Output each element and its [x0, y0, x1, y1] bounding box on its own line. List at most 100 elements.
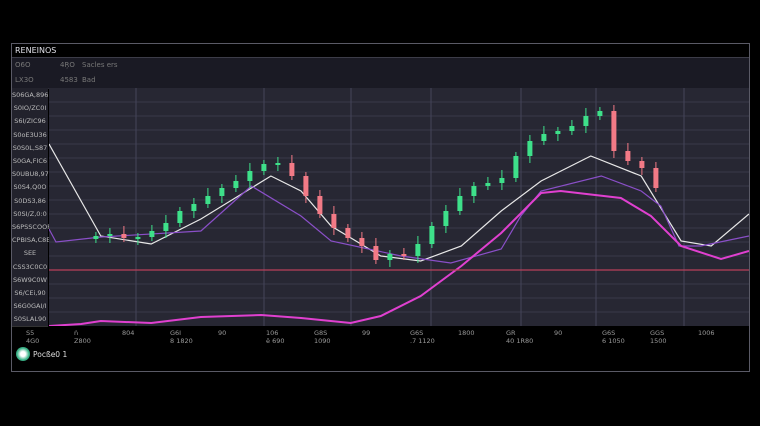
footer-user[interactable]: Pocße0 1 [16, 347, 67, 361]
x-tick-bottom: 6 1050 [602, 337, 625, 345]
x-axis: S5 4G0 ń Z800 804 G6I 8 1820 90 106 ë 690 G8S 1090 9… [12, 327, 749, 347]
candle-body [373, 246, 379, 260]
user-name: Pocße0 1 [33, 349, 68, 359]
x-tick-label: GGS 1500 [650, 329, 667, 345]
candle-body [541, 134, 547, 141]
x-tick-bottom: Z800 [74, 337, 91, 345]
candle-body [443, 211, 449, 226]
plot-area[interactable] [48, 88, 750, 327]
x-tick-bottom: 1800 [458, 329, 475, 337]
info-cell: 4583 [60, 76, 78, 84]
chart-svg [48, 88, 750, 327]
x-tick-bottom: 4G0 [26, 337, 40, 345]
x-tick-label: 1800 [458, 329, 475, 337]
y-tick-label: S0SLAL90 [12, 312, 48, 328]
avatar [16, 347, 30, 361]
candle-body [583, 116, 589, 126]
x-tick-top: G8S [314, 329, 328, 337]
x-tick-label: G6S 6 1050 [602, 329, 625, 345]
candle-body [485, 183, 491, 186]
x-tick-top: G6S [410, 329, 424, 337]
info-cell: 4ŖO [60, 61, 75, 69]
x-tick-bottom: 1090 [314, 337, 331, 345]
x-tick-bottom: ë 690 [266, 337, 285, 345]
x-tick-bottom: 99 [362, 329, 371, 337]
candle-body [359, 238, 365, 246]
candle-body [191, 204, 197, 211]
chart-window: RENEINOS O6O 4ŖO Sacles ers LX3O 4583 Ba… [11, 43, 750, 372]
candle-body [121, 234, 127, 238]
candle-body [107, 234, 113, 236]
candle-body [205, 196, 211, 204]
x-tick-top: GR [506, 329, 516, 337]
candle-body [429, 226, 435, 244]
x-tick-bottom: 90 [218, 329, 227, 337]
x-tick-label: G6S .7 1120 [410, 329, 435, 345]
x-tick-label: 804 [122, 329, 134, 337]
window-title: RENEINOS [12, 44, 749, 58]
x-tick-bottom: 8 1820 [170, 337, 193, 345]
x-tick-top: 106 [266, 329, 279, 337]
candle-body [471, 186, 477, 196]
info-cell: Sacles ers [82, 61, 118, 69]
series-line [48, 189, 750, 327]
candle-body [611, 111, 617, 151]
candle-body [219, 188, 225, 196]
x-tick-label: ń Z800 [74, 329, 91, 345]
info-cell: LX3O [15, 76, 34, 84]
candle-body [499, 178, 505, 183]
candle-body [163, 223, 169, 231]
candle-body [625, 151, 631, 161]
candle-body [415, 244, 421, 256]
candle-body [177, 211, 183, 223]
candle-body [289, 163, 295, 176]
candle-body [135, 237, 141, 239]
candle-body [401, 254, 407, 256]
candle-body [303, 176, 309, 196]
x-tick-label: GR 40 1R80 [506, 329, 533, 345]
candle-body [527, 141, 533, 156]
x-tick-bottom: 90 [554, 329, 563, 337]
x-tick-bottom: 1006 [698, 329, 715, 337]
series-line [48, 143, 750, 262]
x-tick-top: S5 [26, 329, 35, 337]
x-tick-label: 99 [362, 329, 370, 337]
info-row: O6O 4ŖO Sacles ers [12, 58, 749, 74]
x-tick-bottom: 1500 [650, 337, 667, 345]
candle-body [457, 196, 463, 211]
x-tick-bottom: .7 1120 [410, 337, 435, 345]
candle-body [513, 156, 519, 178]
candle-body [149, 231, 155, 237]
x-tick-label: 1006 [698, 329, 715, 337]
x-tick-label: 90 [218, 329, 226, 337]
x-tick-label: G6I 8 1820 [170, 329, 193, 345]
candle-body [317, 196, 323, 214]
x-tick-label: 106 ë 690 [266, 329, 284, 345]
candle-body [639, 161, 645, 168]
x-tick-bottom: 804 [122, 329, 135, 337]
candle-body [569, 126, 575, 131]
candle-body [653, 168, 659, 188]
x-tick-bottom: 40 1R80 [506, 337, 534, 345]
candle-body [261, 164, 267, 171]
info-cell: O6O [15, 61, 31, 69]
x-tick-label: S5 4G0 [26, 329, 39, 345]
candle-body [597, 111, 603, 116]
x-tick-top: GGS [650, 329, 665, 337]
x-tick-label: 90 [554, 329, 562, 337]
candle-body [275, 163, 281, 165]
candle-body [331, 214, 337, 228]
candle-body [233, 181, 239, 188]
info-row: LX3O 4583 Bad [12, 73, 749, 89]
candle-body [247, 171, 253, 181]
candle-body [555, 131, 561, 134]
x-tick-label: G8S 1090 [314, 329, 331, 345]
candle-body [387, 254, 393, 260]
candle-body [93, 236, 99, 239]
series-line [48, 175, 750, 264]
x-tick-top: G6S [602, 329, 616, 337]
x-tick-top: G6I [170, 329, 182, 337]
x-tick-top: ń [74, 329, 79, 337]
candle-body [345, 228, 351, 238]
info-cell: Bad [82, 76, 96, 84]
